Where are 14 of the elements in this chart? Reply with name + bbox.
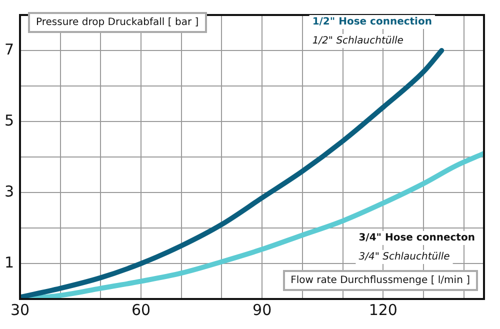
y-tick-label: 5 — [4, 111, 14, 130]
text: 1/2" Hose connection — [312, 16, 432, 28]
x-tick-label: 60 — [131, 300, 151, 319]
annotation: 3/4" Schlauchtülle — [358, 252, 450, 263]
series-label: 3/4" Hose connecton — [358, 232, 475, 244]
x-axis-title: Flow rate Durchflussmenge [ l/min ] — [282, 270, 478, 291]
x-tick-label: 120 — [368, 300, 398, 319]
y-tick-label: 1 — [4, 253, 14, 272]
annotation: 1/2" Schlauchtülle — [312, 36, 404, 47]
x-tick-label: 30 — [10, 300, 30, 319]
y-tick-label: 7 — [4, 40, 14, 58]
y-tick-label: 3 — [4, 182, 14, 200]
y-axis-title: Pressure drop Druckabfall [ bar ] — [28, 12, 207, 33]
x-tick-label: 90 — [252, 300, 272, 319]
